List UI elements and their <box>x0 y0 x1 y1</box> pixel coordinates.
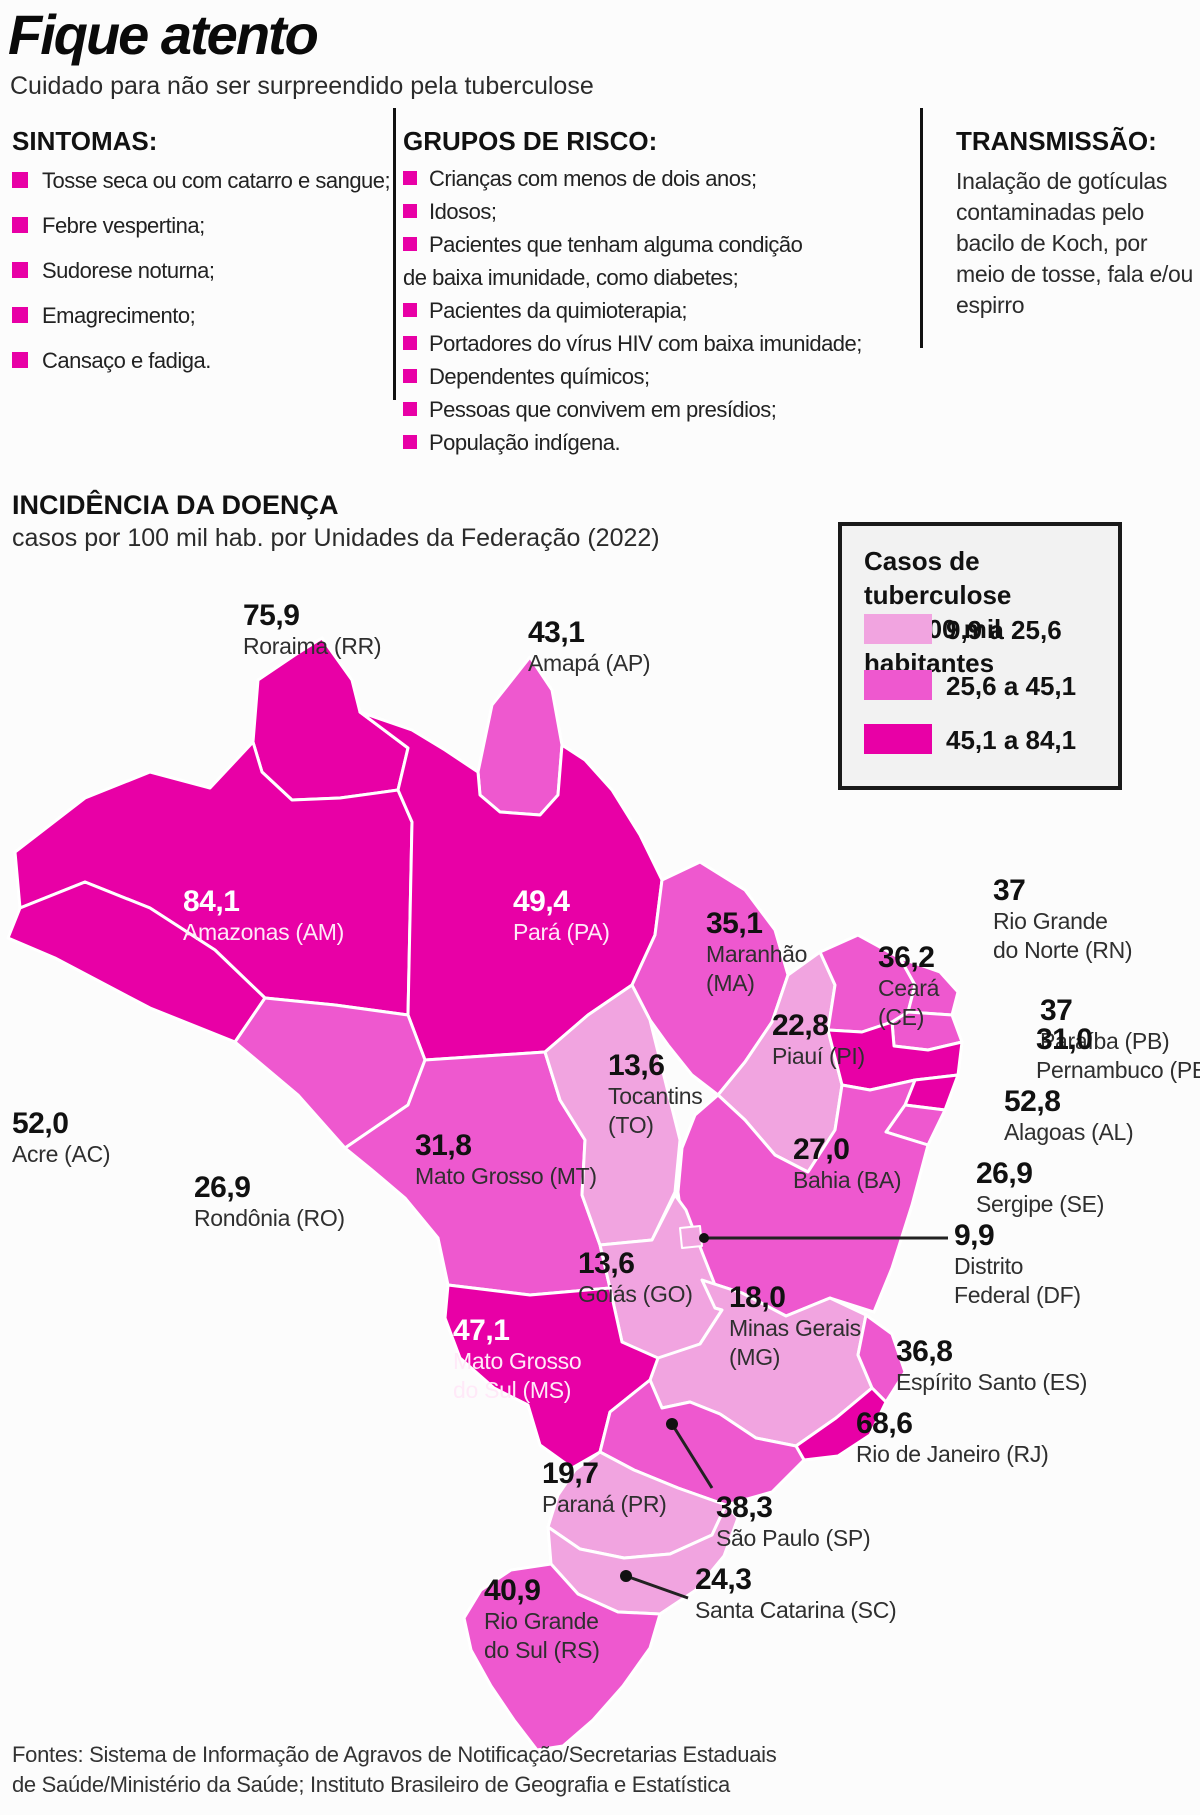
square-bullet-icon <box>403 402 417 416</box>
state-df <box>679 1225 703 1249</box>
label-roraima: 75,9 Roraima (RR) <box>243 599 382 660</box>
label-rondonia: 26,9 Rondônia (RO) <box>194 1171 345 1232</box>
page-title: Fique atento <box>8 3 319 66</box>
label-santa-catarina: 24,3 Santa Catarina (SC) <box>695 1563 897 1624</box>
label-rio-de-janeiro: 68,6 Rio de Janeiro (RJ) <box>856 1407 1049 1468</box>
column-divider-2 <box>920 108 923 348</box>
label-rio-grande-do-sul: 40,9 Rio Grande do Sul (RS) <box>484 1574 600 1664</box>
square-bullet-icon <box>403 336 417 350</box>
label-sergipe: 26,9 Sergipe (SE) <box>976 1157 1105 1218</box>
sources: Fontes: Sistema de Informação de Agravos… <box>12 1742 777 1797</box>
incidence-subtitle: casos por 100 mil hab. por Unidades da F… <box>12 524 660 552</box>
label-maranhao: 35,1 Maranhão (MA) <box>706 907 808 997</box>
label-alagoas: 52,8 Alagoas (AL) <box>1004 1085 1134 1146</box>
square-bullet-icon <box>403 237 417 251</box>
leader-dot-sp <box>666 1418 678 1430</box>
brazil-map <box>6 636 964 1752</box>
square-bullet-icon <box>403 303 417 317</box>
label-sao-paulo: 38,3 São Paulo (SP) <box>716 1491 871 1552</box>
transmission-heading: TRANSMISSÃO: <box>956 126 1157 156</box>
square-bullet-icon <box>403 435 417 449</box>
square-bullet-icon <box>403 204 417 218</box>
symptoms-heading: SINTOMAS: <box>12 126 158 156</box>
label-amapa: 43,1 Amapá (AP) <box>528 616 651 677</box>
legend-swatch-low <box>864 614 932 644</box>
state-rs <box>462 1562 662 1752</box>
state-pa <box>358 710 664 1062</box>
square-bullet-icon <box>12 352 28 368</box>
label-bahia: 27,0 Bahia (BA) <box>793 1133 902 1194</box>
risk-groups-heading: GRUPOS DE RISCO: <box>403 126 658 156</box>
square-bullet-icon <box>403 171 417 185</box>
incidence-heading: INCIDÊNCIA DA DOENÇA <box>12 490 339 520</box>
label-pernambuco: 31,0 Pernambuco (PE) <box>1036 1023 1200 1084</box>
square-bullet-icon <box>12 217 28 233</box>
map-legend: Casos de tuberculose por 100 mil habitan… <box>838 522 1122 790</box>
square-bullet-icon <box>12 307 28 323</box>
label-parana: 19,7 Paraná (PR) <box>542 1457 667 1518</box>
square-bullet-icon <box>12 172 28 188</box>
transmission-text: Inalação de gotículas contaminadas pelo … <box>956 168 1194 318</box>
label-goias: 13,6 Goiás (GO) <box>578 1247 693 1308</box>
label-mato-grosso-do-sul: 47,1 Mato Grosso do Sul (MS) <box>453 1314 582 1404</box>
legend-swatch-mid <box>864 670 932 700</box>
label-paraiba: 37 Paraíba (PB) <box>1040 994 1170 1055</box>
state-to <box>543 983 682 1247</box>
label-tocantins: 13,6 Tocantins (TO) <box>608 1049 703 1139</box>
label-acre: 52,0 Acre (AC) <box>12 1107 111 1168</box>
label-espirito-santo: 36,8 Espírito Santo (ES) <box>896 1335 1088 1396</box>
page-subtitle: Cuidado para não ser surpreendido pela t… <box>10 72 594 100</box>
label-piaui: 22,8 Piauí (PI) <box>772 1009 865 1070</box>
state-ap <box>476 655 564 817</box>
state-rj <box>794 1386 888 1462</box>
label-rio-grande-do-norte: 37 Rio Grande do Norte (RN) <box>993 874 1133 964</box>
column-divider-1 <box>393 108 396 400</box>
leader-dot-df <box>699 1233 709 1243</box>
legend-swatch-high <box>864 724 932 754</box>
leader-line-sp <box>670 1423 714 1489</box>
label-mato-grosso: 31,8 Mato Grosso (MT) <box>415 1129 597 1190</box>
label-ceara: 36,2 Ceará (CE) <box>878 941 940 1031</box>
square-bullet-icon <box>403 369 417 383</box>
square-bullet-icon <box>12 262 28 278</box>
label-distrito-federal: 9,9 Distrito Federal (DF) <box>954 1219 1081 1309</box>
leader-line-sc <box>625 1574 689 1600</box>
leader-dot-sc <box>620 1570 632 1582</box>
label-para: 49,4 Pará (PA) <box>513 885 610 946</box>
label-amazonas: 84,1 Amazonas (AM) <box>183 885 344 946</box>
label-minas-gerais: 18,0 Minas Gerais (MG) <box>729 1281 861 1371</box>
